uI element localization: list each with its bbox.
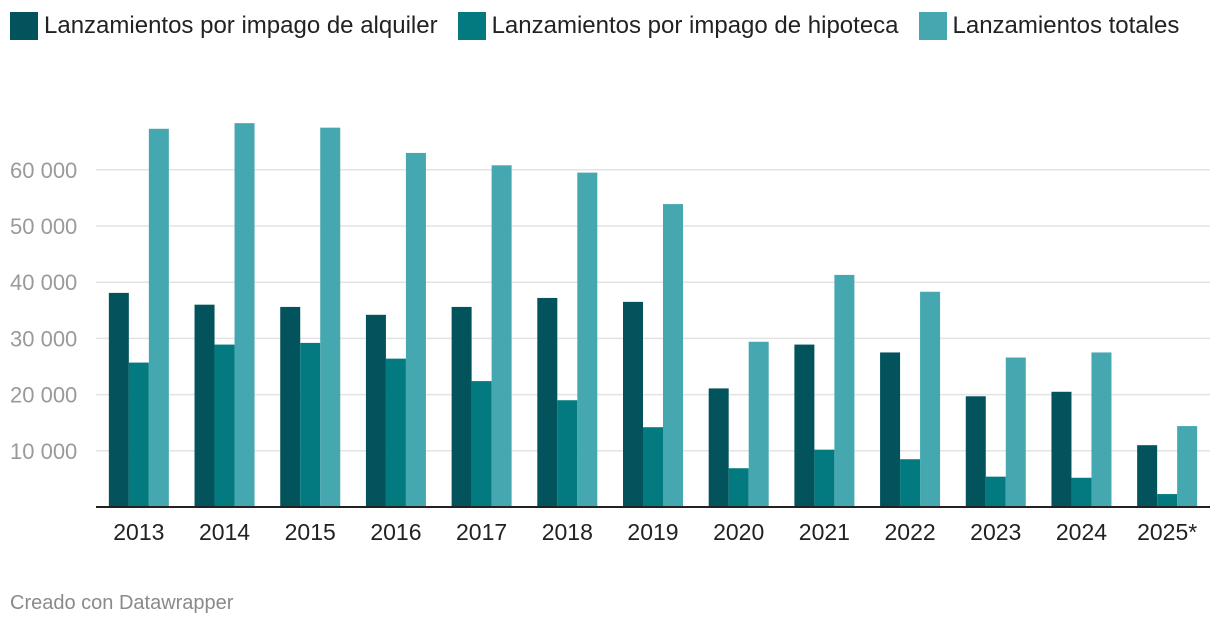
bar-hipoteca bbox=[1071, 477, 1092, 507]
bar-alquiler bbox=[365, 314, 386, 507]
legend-item-totales: Lanzamientos totales bbox=[918, 12, 1180, 40]
x-tick-label: 2017 bbox=[456, 519, 507, 545]
legend-label-alquiler: Lanzamientos por impago de alquiler bbox=[44, 12, 438, 39]
bar-hipoteca bbox=[471, 381, 492, 507]
y-tick-label: 20 000 bbox=[10, 383, 77, 408]
y-tick-label: 30 000 bbox=[10, 326, 77, 351]
bar-alquiler bbox=[537, 297, 558, 507]
bar-totales bbox=[920, 291, 941, 507]
legend-swatch-hipoteca bbox=[457, 12, 486, 40]
bar-hipoteca bbox=[643, 427, 663, 507]
bar-alquiler bbox=[280, 306, 301, 507]
bar-totales bbox=[1091, 352, 1112, 507]
x-tick-label: 2016 bbox=[370, 519, 421, 545]
x-tick-label: 2014 bbox=[199, 519, 250, 545]
x-tick-label: 2018 bbox=[542, 519, 593, 545]
bar-alquiler bbox=[1137, 445, 1158, 507]
bar-alquiler bbox=[965, 396, 986, 507]
bar-totales bbox=[234, 123, 255, 508]
bar-hipoteca bbox=[985, 476, 1006, 507]
bar-totales bbox=[405, 152, 426, 507]
bar-hipoteca bbox=[128, 362, 149, 507]
x-tick-label: 2013 bbox=[113, 519, 164, 545]
x-tick-label: 2024 bbox=[1056, 519, 1107, 545]
bar-totales bbox=[320, 127, 341, 508]
bar-alquiler bbox=[1051, 391, 1072, 507]
bar-hipoteca bbox=[385, 358, 406, 507]
legend-swatch-totales bbox=[918, 12, 947, 40]
legend-label-hipoteca: Lanzamientos por impago de hipoteca bbox=[491, 12, 899, 39]
bar-hipoteca bbox=[1157, 494, 1178, 507]
bar-totales bbox=[148, 128, 169, 508]
bar-totales bbox=[1177, 426, 1198, 507]
bar-hipoteca bbox=[300, 342, 321, 507]
legend-label-totales: Lanzamientos totales bbox=[952, 12, 1180, 39]
bar-totales bbox=[748, 341, 769, 507]
x-tick-label: 2015 bbox=[285, 519, 336, 545]
bar-alquiler bbox=[194, 304, 215, 507]
legend-swatch-alquiler bbox=[10, 12, 38, 40]
bar-hipoteca bbox=[557, 400, 578, 507]
x-tick-label: 2019 bbox=[627, 519, 678, 545]
bar-alquiler bbox=[451, 306, 472, 507]
bar-hipoteca bbox=[728, 468, 749, 507]
chart-legend: Lanzamientos por impago de alquiler Lanz… bbox=[10, 12, 1199, 40]
bar-alquiler bbox=[880, 352, 901, 507]
y-tick-label: 60 000 bbox=[10, 158, 77, 183]
x-tick-label: 2022 bbox=[884, 519, 935, 545]
bar-totales bbox=[491, 165, 512, 507]
footer-credit: Creado con Datawrapper bbox=[10, 592, 234, 614]
bar-alquiler bbox=[794, 344, 815, 507]
legend-item-alquiler: Lanzamientos por impago de alquiler bbox=[10, 12, 438, 40]
bar-alquiler bbox=[108, 292, 129, 507]
bar-totales bbox=[1005, 357, 1026, 507]
x-tick-label: 2025* bbox=[1137, 519, 1197, 545]
bar-hipoteca bbox=[214, 344, 235, 507]
bar-totales bbox=[577, 172, 598, 508]
bar-alquiler bbox=[708, 388, 729, 507]
y-tick-label: 40 000 bbox=[10, 270, 77, 295]
x-tick-label: 2023 bbox=[970, 519, 1021, 545]
bar-alquiler bbox=[623, 301, 643, 507]
bar-totales bbox=[834, 274, 855, 507]
bar-hipoteca bbox=[814, 449, 835, 507]
x-tick-label: 2021 bbox=[799, 519, 850, 545]
y-tick-label: 10 000 bbox=[10, 439, 77, 464]
bar-totales bbox=[663, 204, 683, 507]
legend-item-hipoteca: Lanzamientos por impago de hipoteca bbox=[457, 12, 899, 40]
bar-hipoteca bbox=[900, 459, 921, 507]
x-tick-label: 2020 bbox=[713, 519, 764, 545]
y-tick-label: 50 000 bbox=[10, 214, 77, 239]
